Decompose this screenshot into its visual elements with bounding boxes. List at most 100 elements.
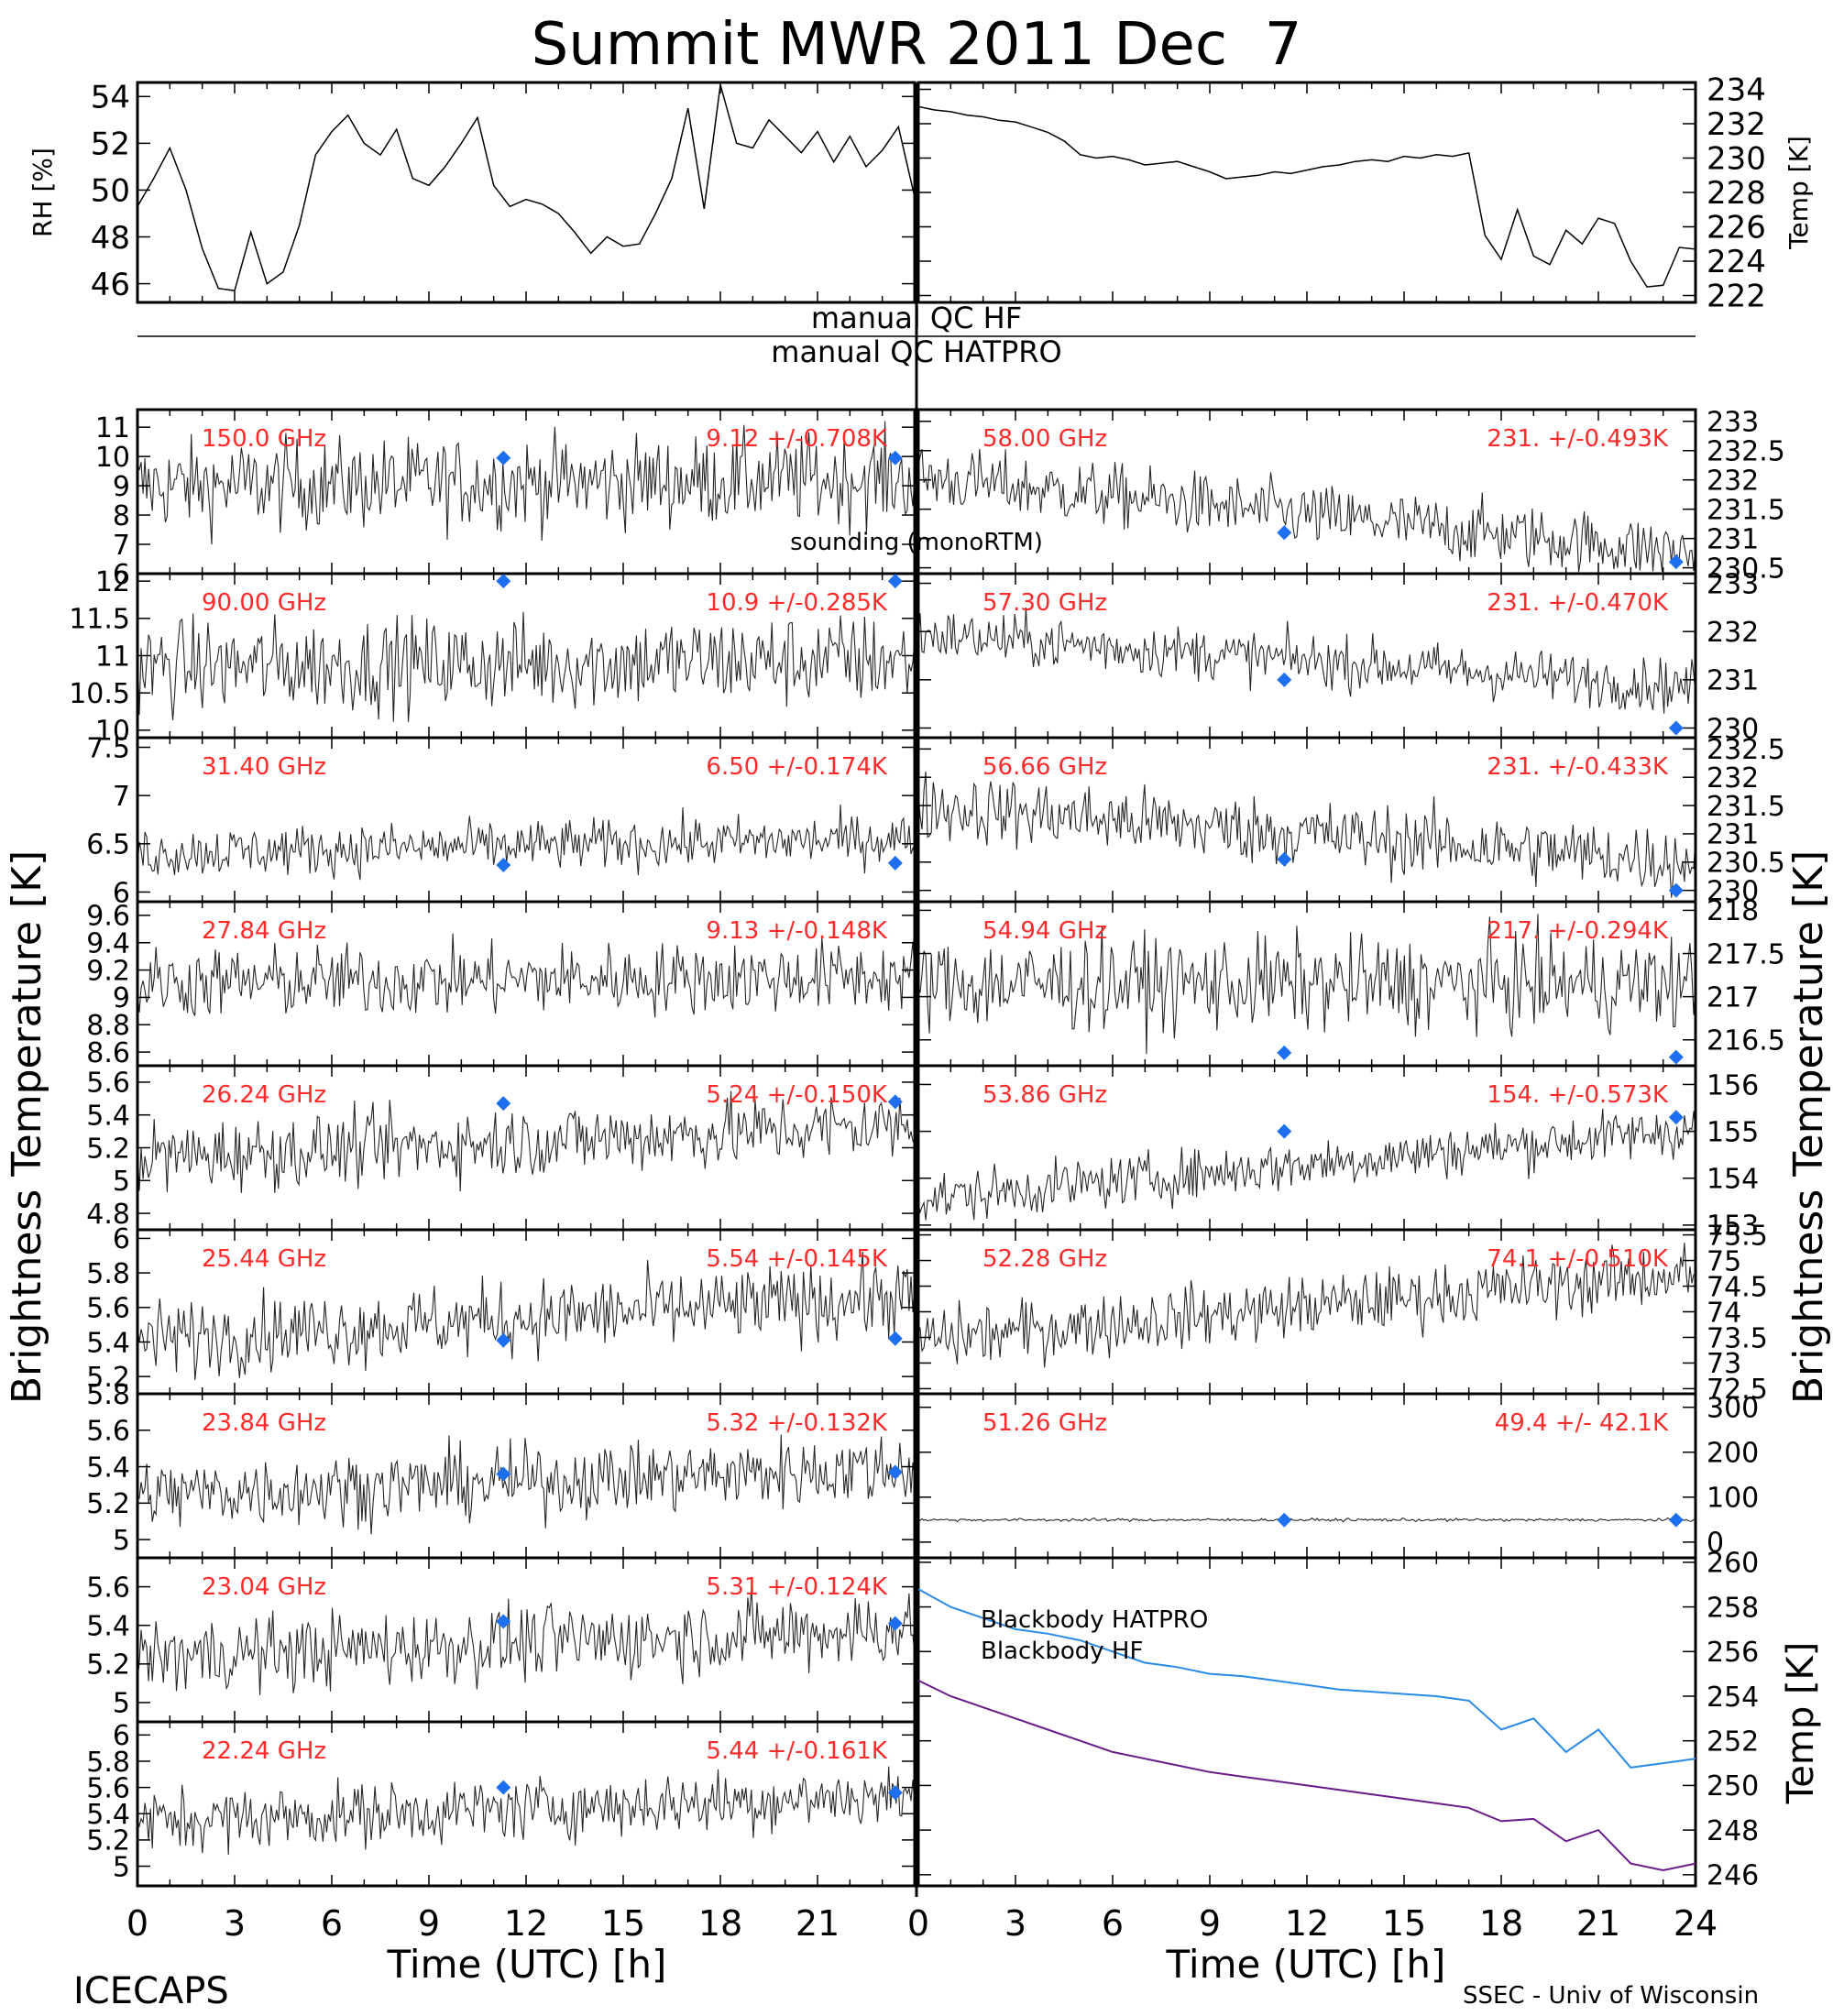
stat-label: 154. +/-0.573K <box>1487 1081 1669 1109</box>
y-tick-label: 5 <box>113 1525 130 1557</box>
y-tick-label: 222 <box>1707 279 1766 315</box>
y-tick-label: 226 <box>1707 210 1766 247</box>
noise-trace <box>137 1252 916 1380</box>
panel-p5126: 0 100 200 300 51.26 GHz 49.4 +/- 42.1K <box>916 1392 1759 1560</box>
sounding-marker <box>1277 672 1292 687</box>
y-tick-label: 5.2 <box>86 1133 130 1165</box>
sounding-marker <box>1277 1512 1292 1528</box>
y-tick-label: 5.4 <box>86 1452 130 1484</box>
frequency-label: 27.84 GHz <box>202 917 326 945</box>
frequency-label: 26.24 GHz <box>202 1081 326 1109</box>
noise-trace <box>917 771 1696 898</box>
stat-label: 217. +/-0.294K <box>1487 917 1669 945</box>
x-tick-label: 12 <box>1285 1903 1329 1944</box>
y-tick-label: 230.5 <box>1707 553 1785 585</box>
x-tick-label: 0 <box>907 1903 929 1944</box>
y-tick-label: 6 <box>113 877 130 909</box>
stat-label: 9.12 +/-0.708K <box>706 425 888 453</box>
y-tick-label: 246 <box>1707 1860 1759 1892</box>
x-tick-label: 24 <box>1674 1903 1718 1944</box>
frequency-label: 25.44 GHz <box>202 1245 326 1273</box>
sounding-marker <box>1277 525 1292 541</box>
x-tick-label: 9 <box>1199 1903 1221 1944</box>
x-tick-label: 3 <box>1004 1903 1026 1944</box>
panel-rh: 46 48 50 52 54 RH [%] <box>27 80 916 304</box>
noise-trace <box>137 1090 916 1193</box>
y-tick-label: 5.6 <box>86 1068 130 1100</box>
footer-ssec: SSEC - Univ of Wisconsin <box>1463 1982 1759 2010</box>
noise-trace <box>137 933 916 1018</box>
frequency-label: 57.30 GHz <box>982 589 1107 617</box>
frequency-label: 23.84 GHz <box>202 1409 326 1437</box>
frequency-label: 53.86 GHz <box>982 1081 1107 1109</box>
y-tick-label: 232 <box>1707 762 1759 794</box>
y-tick-label: 5.8 <box>86 1747 130 1779</box>
stat-label: 6.50 +/-0.174K <box>706 753 888 781</box>
y-tick-label: 50 <box>91 173 130 210</box>
series-line <box>137 84 916 292</box>
sounding-marker <box>496 1780 511 1795</box>
frequency-label: 23.04 GHz <box>202 1573 326 1601</box>
y-tick-label: 9 <box>113 982 130 1014</box>
x-tick-label: 15 <box>601 1903 645 1944</box>
y-axis-title-left: Brightness Temperature [K] <box>4 850 50 1404</box>
sounding-marker <box>887 1464 903 1480</box>
y-tick-label: 5.4 <box>86 1101 130 1133</box>
y-tick-label: 7 <box>113 530 130 562</box>
y-tick-label: 11 <box>95 412 130 444</box>
panel-p2224: 55.25.45.65.86 22.24 GHz 5.44 +/-0.161K <box>86 1720 916 1888</box>
stat-label: 5.44 +/-0.161K <box>706 1737 888 1765</box>
x-tick-label: 18 <box>1479 1903 1523 1944</box>
x-tick-label: 6 <box>1102 1903 1124 1944</box>
y-tick-label: 5.6 <box>86 1293 130 1325</box>
frequency-label: 31.40 GHz <box>202 753 326 781</box>
y-tick-label: 5 <box>113 1688 130 1720</box>
noise-trace <box>137 421 916 545</box>
y-tick-label: 5.2 <box>86 1649 130 1682</box>
y-tick-label: 5 <box>113 1166 130 1198</box>
y-tick-label: 230 <box>1707 713 1759 745</box>
panel-bb: 246 248 250 252 254 256 258 260 Blackbody HATPRO… <box>916 1548 1822 1892</box>
y-tick-label: 230 <box>1707 141 1766 178</box>
x-axis-left: 0 3 6 9 12 15 18 21 <box>126 1903 840 1944</box>
y-tick-label: 100 <box>1707 1483 1759 1515</box>
sounding-marker <box>496 1096 511 1112</box>
sounding-marker <box>1668 1110 1684 1125</box>
stat-label: 231. +/-0.470K <box>1487 589 1669 617</box>
y-tick-label: 153 <box>1707 1211 1759 1243</box>
figure-title: Summit MWR 2011 Dec 7 <box>532 11 1302 79</box>
y-tick-label: 46 <box>91 267 130 303</box>
y-tick-label: 10.5 <box>69 678 130 710</box>
y-tick-label: 233 <box>1707 407 1759 439</box>
x-tick-label: 18 <box>698 1903 742 1944</box>
y-tick-label: 5.6 <box>86 1572 130 1604</box>
panel-p2784: 8.68.899.29.49.6 27.84 GHz 9.13 +/-0.148K <box>86 900 916 1069</box>
sounding-marker <box>496 450 511 466</box>
y-tick-label: 231.5 <box>1707 494 1785 526</box>
noise-trace <box>917 607 1696 714</box>
x-axis-title-left: Time (UTC) [h] <box>387 1942 667 1987</box>
y-axis-title: RH [%] <box>27 148 58 237</box>
y-tick-label: 73.5 <box>1707 1322 1768 1354</box>
y-tick-label: 9 <box>113 471 130 503</box>
sounding-marker <box>887 1331 903 1346</box>
y-tick-label: 6 <box>113 559 130 591</box>
y-tick-label: 5.4 <box>86 1327 130 1359</box>
x-tick-label: 6 <box>321 1903 343 1944</box>
sounding-marker <box>1668 720 1684 736</box>
sounding-marker <box>1668 1512 1684 1528</box>
y-tick-label: 228 <box>1707 175 1766 212</box>
y-tick-label: 5.2 <box>86 1825 130 1857</box>
y-tick-label: 217 <box>1707 981 1759 1013</box>
noise-trace <box>917 914 1696 1055</box>
sounding-marker <box>1277 1045 1292 1060</box>
y-tick-label: 234 <box>1707 72 1766 109</box>
y-tick-label: 8.8 <box>86 1010 130 1042</box>
y-tick-label: 48 <box>91 220 130 257</box>
sounding-marker <box>1668 882 1684 898</box>
panel-p2624: 4.855.25.45.6 26.24 GHz 5.24 +/-0.150K <box>86 1064 916 1232</box>
y-tick-label: 75.5 <box>1707 1220 1768 1252</box>
sounding-marker <box>887 1094 903 1110</box>
y-tick-label: 232 <box>1707 106 1766 143</box>
